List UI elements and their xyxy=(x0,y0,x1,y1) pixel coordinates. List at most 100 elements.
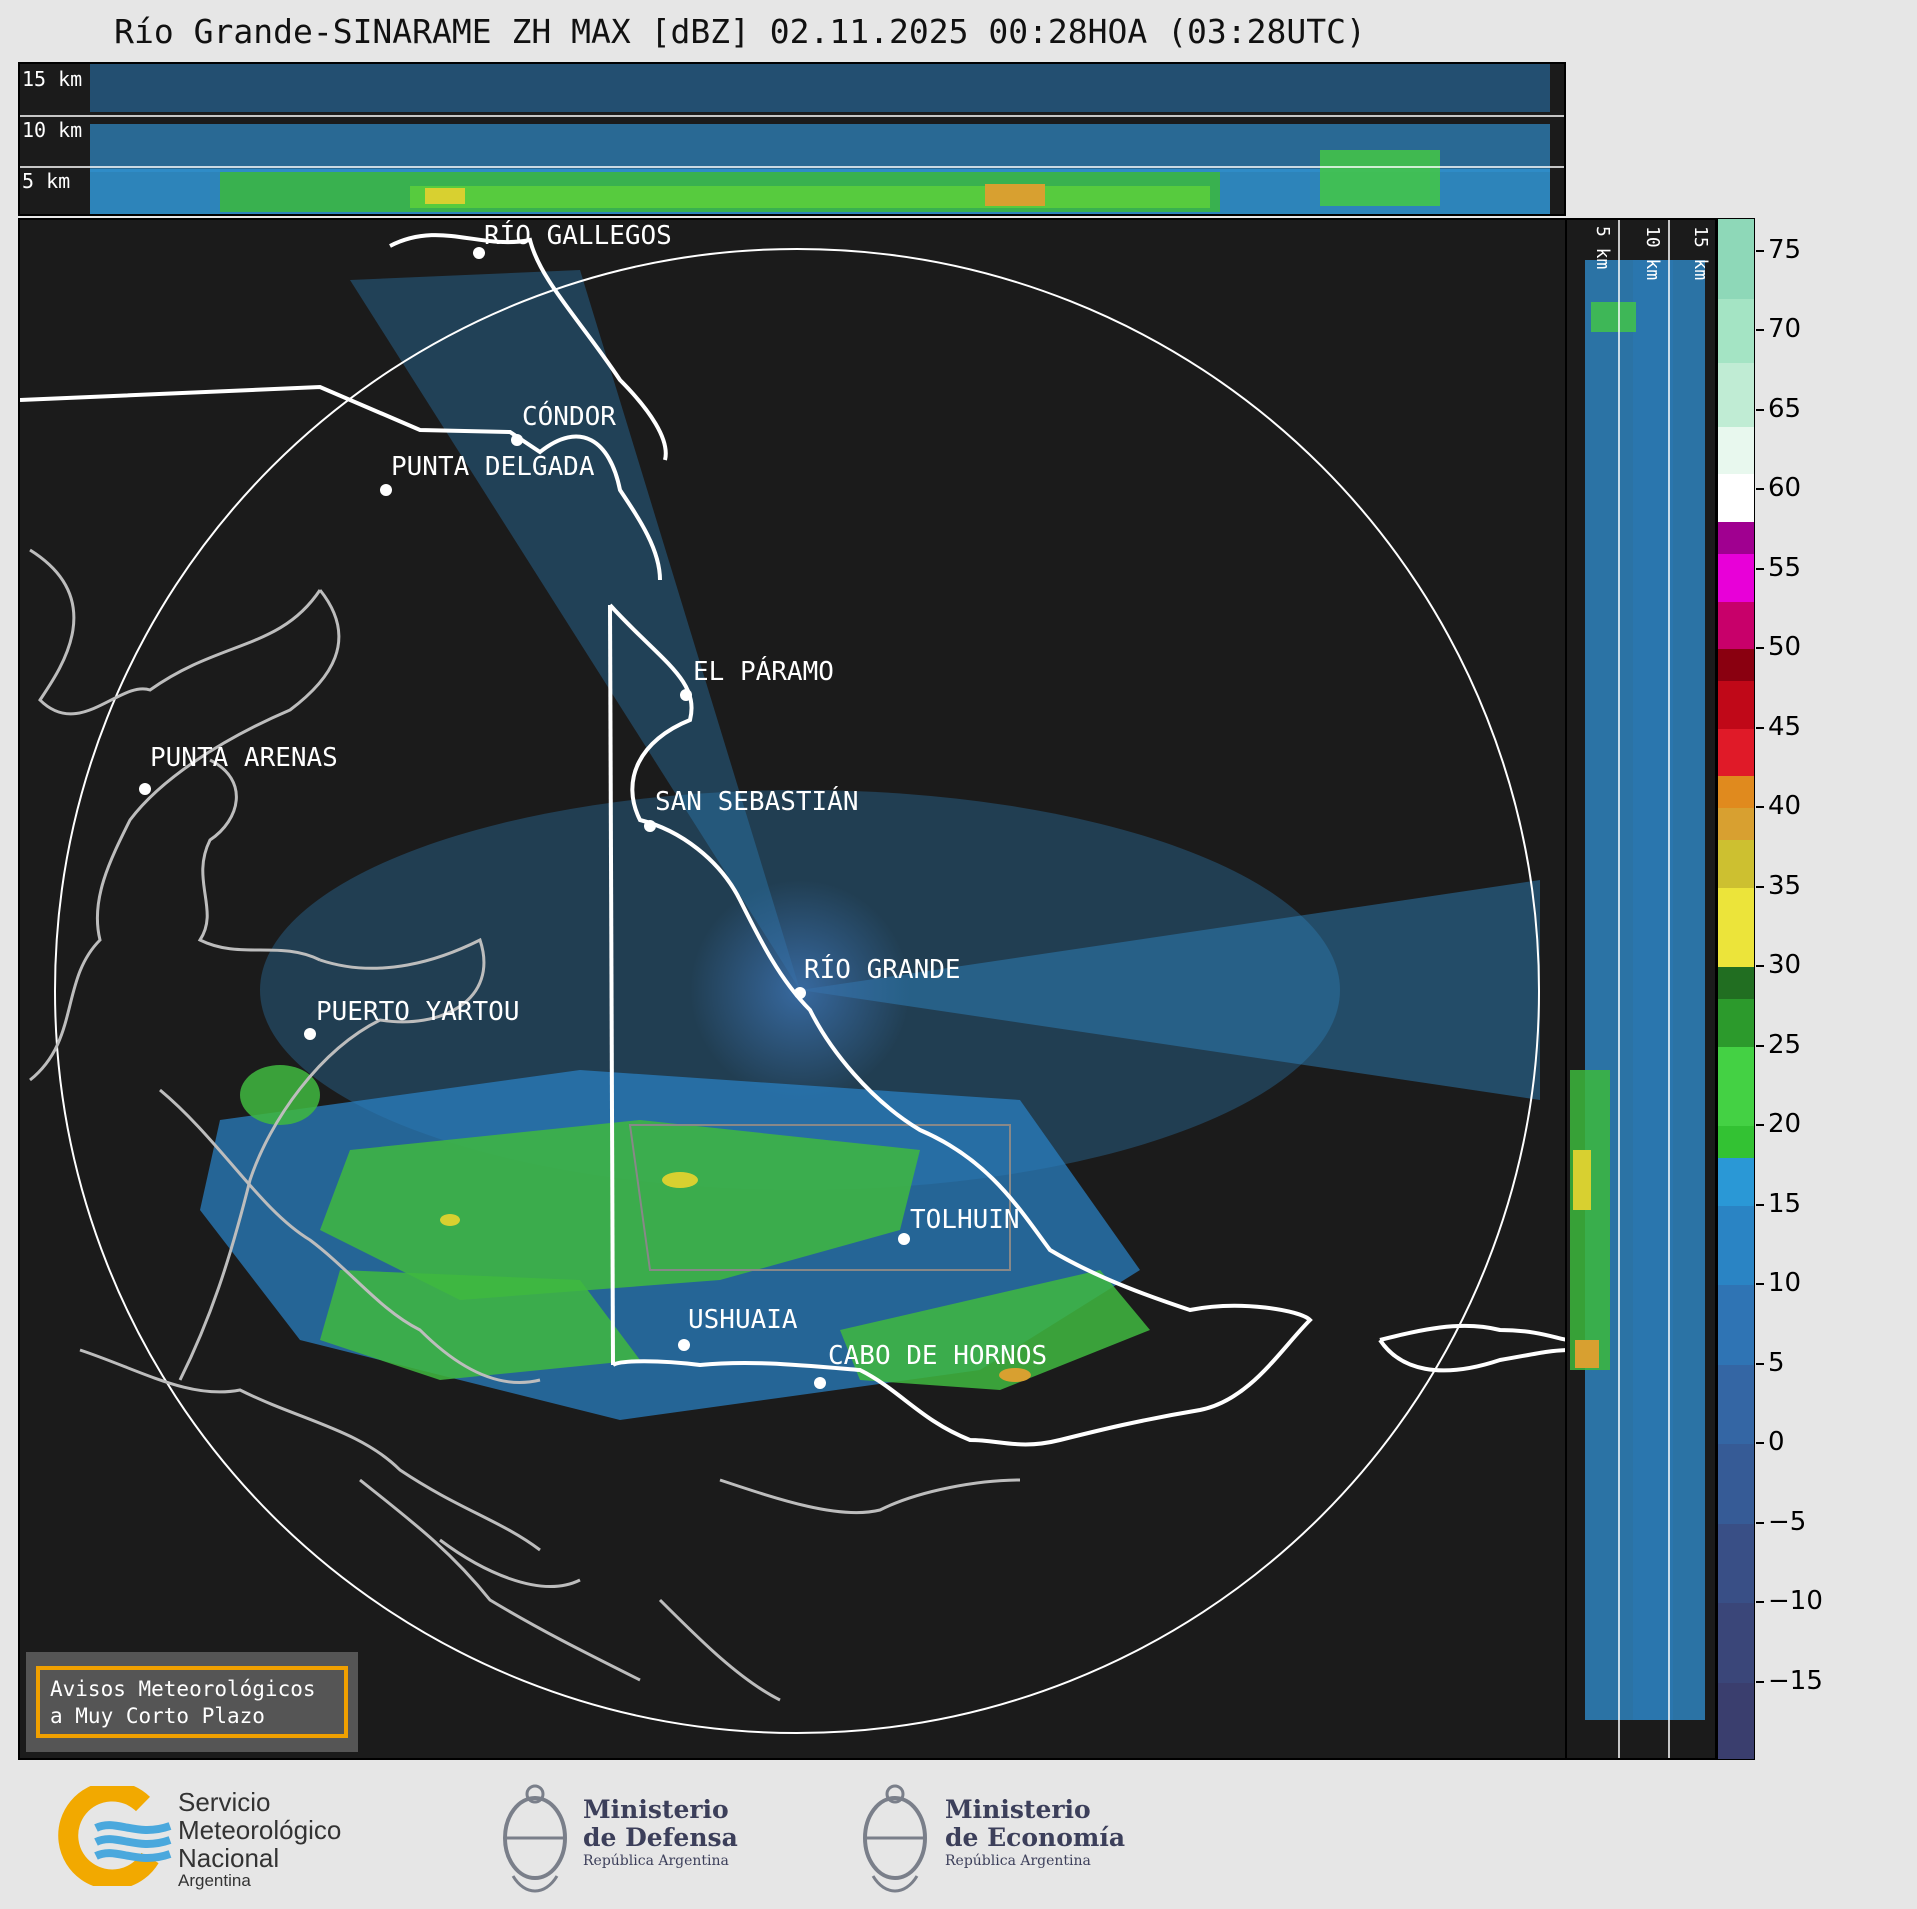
city-dot-puerto-yartou[interactable] xyxy=(304,1028,316,1040)
colorbar-tick-label: 0 xyxy=(1768,1427,1785,1458)
side-echo-green-2 xyxy=(1570,1070,1610,1370)
colorbar-tick-label: 45 xyxy=(1768,711,1802,742)
colorbar-segment xyxy=(1718,1125,1754,1158)
smn-line-2: Meteorológico xyxy=(178,1815,342,1845)
colorbar-tick-label: 35 xyxy=(1768,870,1802,901)
city-dot-punta-delgada[interactable] xyxy=(380,484,392,496)
colorbar-tick xyxy=(1756,1442,1764,1445)
colorbar-tick-label: 60 xyxy=(1768,473,1802,504)
echo-green-band-north xyxy=(320,1120,920,1300)
colorbar-tick-label: 50 xyxy=(1768,632,1802,663)
economia-logo: Ministerio de Economía República Argenti… xyxy=(855,1776,1135,1900)
city-dot-tolhuin[interactable] xyxy=(898,1233,910,1245)
radar-map[interactable]: RÍO GALLEGOS CÓNDOR PUNTA DELGADA EL PÁR… xyxy=(18,218,1567,1760)
colorbar-segment xyxy=(1718,886,1754,968)
economia-coat-of-arms-icon xyxy=(863,1784,927,1893)
echo-green-yartou xyxy=(240,1065,320,1125)
city-markers: RÍO GALLEGOS CÓNDOR PUNTA DELGADA EL PÁR… xyxy=(139,220,1047,1389)
side-profile-svg: 5 km 10 km 15 km xyxy=(1570,220,1711,1758)
colorbar-segment xyxy=(1718,521,1754,554)
echo-band-mid xyxy=(90,124,1550,172)
echo-yellow-cell xyxy=(425,188,465,204)
coast-inner-channel xyxy=(159,1088,541,1385)
colorbar-tick-label: 65 xyxy=(1768,393,1802,424)
coast-magellan-1 xyxy=(197,758,321,962)
smn-logo-mark xyxy=(58,1786,172,1886)
smn-line-1: Servicio xyxy=(178,1787,271,1817)
smn-line-4: Argentina xyxy=(178,1871,251,1890)
top-height-profile: 15 km 10 km 5 km xyxy=(18,62,1566,216)
city-dot-cabo-de-hornos[interactable] xyxy=(814,1377,826,1389)
city-label-tolhuin: TOLHUIN xyxy=(910,1205,1020,1235)
colorbar-segment xyxy=(1718,1602,1754,1683)
colorbar-tick xyxy=(1756,885,1764,888)
colorbar-segment xyxy=(1718,1443,1754,1524)
colorbar-segment xyxy=(1718,1522,1754,1604)
echo-green-cell xyxy=(1320,150,1440,206)
colorbar-tick-label: 15 xyxy=(1768,1188,1802,1219)
echo-east-fan xyxy=(800,880,1540,1100)
city-label-san-sebastian: SAN SEBASTIÁN xyxy=(655,785,859,817)
coast-south-islands-3 xyxy=(439,1478,1021,1588)
defensa-line-1: Ministerio xyxy=(583,1795,729,1824)
city-dot-rio-gallegos[interactable] xyxy=(473,247,485,259)
colorbar-segment xyxy=(1718,600,1754,650)
echo-yellow-cell-2 xyxy=(440,1214,460,1226)
echo-northwest-fan xyxy=(350,270,800,990)
city-label-rio-grande: RÍO GRANDE xyxy=(804,953,961,985)
colorbar-tick xyxy=(1756,1521,1764,1524)
colorbar-tick-label: −10 xyxy=(1768,1586,1823,1617)
colorbar-tick-label: 5 xyxy=(1768,1347,1785,1378)
range-ring xyxy=(54,248,1540,1734)
colorbar-tick xyxy=(1756,408,1764,411)
side-echo-yellow xyxy=(1573,1150,1591,1210)
label-10km: 10 km xyxy=(22,118,82,142)
colorbar-segment xyxy=(1718,727,1754,777)
border-north xyxy=(20,384,662,581)
dbz-colorbar xyxy=(1717,218,1755,1760)
colorbar-segment xyxy=(1718,997,1754,1047)
city-dot-ushuaia[interactable] xyxy=(678,1339,690,1351)
coast-south-islands-2 xyxy=(359,1478,781,1702)
colorbar-tick-label: 70 xyxy=(1768,314,1802,345)
coast-north-chile xyxy=(29,548,322,716)
radar-echoes xyxy=(200,270,1540,1420)
top-profile-svg: 15 km 10 km 5 km xyxy=(20,64,1564,214)
colorbar-tick-label: 25 xyxy=(1768,1029,1802,1060)
city-label-punta-delgada: PUNTA DELGADA xyxy=(391,452,595,482)
colorbar-tick xyxy=(1756,1601,1764,1604)
colorbar-tick-label: 40 xyxy=(1768,791,1802,822)
echo-green-band-east xyxy=(840,1270,1150,1390)
colorbar-tick xyxy=(1756,806,1764,809)
city-dot-el-paramo[interactable] xyxy=(680,689,692,701)
colorbar-tick-label: 55 xyxy=(1768,552,1802,583)
defensa-line-3: República Argentina xyxy=(583,1853,729,1869)
city-label-ushuaia: USHUAIA xyxy=(688,1305,798,1335)
city-dot-condor[interactable] xyxy=(511,434,523,446)
colorbar-tick xyxy=(1756,647,1764,650)
city-label-puerto-yartou: PUERTO YARTOU xyxy=(316,997,520,1027)
economia-line-2: de Economía xyxy=(945,1823,1126,1852)
city-dot-rio-grande[interactable] xyxy=(794,987,806,999)
colorbar-tick xyxy=(1756,965,1764,968)
colorbar-segment xyxy=(1718,1681,1754,1759)
borders-argentina xyxy=(20,233,1565,1447)
coast-south-islands-1 xyxy=(79,1348,541,1552)
city-dot-punta-arenas[interactable] xyxy=(139,783,151,795)
colorbar-segment xyxy=(1718,680,1754,729)
coast-west-1 xyxy=(29,589,341,1082)
footer-logos: Servicio Meteorológico Nacional Argentin… xyxy=(0,1762,1917,1909)
economia-line-3: República Argentina xyxy=(945,1853,1091,1869)
defensa-logo: Ministerio de Defensa República Argentin… xyxy=(495,1776,755,1900)
city-dot-san-sebastian[interactable] xyxy=(644,820,656,832)
colorbar-tick xyxy=(1756,1283,1764,1286)
side-echo-orange xyxy=(1575,1340,1599,1368)
label-side-15km: 15 km xyxy=(1690,226,1711,280)
colorbar-tick xyxy=(1756,1044,1764,1047)
echo-green-band-west xyxy=(320,1270,640,1380)
colorbar-segment xyxy=(1718,1045,1754,1127)
colorbar-tick xyxy=(1756,726,1764,729)
warning-box[interactable]: Avisos Meteorológicos a Muy Corto Plazo xyxy=(26,1652,358,1752)
echo-band-upper xyxy=(90,64,1550,112)
colorbar-tick-label: 30 xyxy=(1768,950,1802,981)
